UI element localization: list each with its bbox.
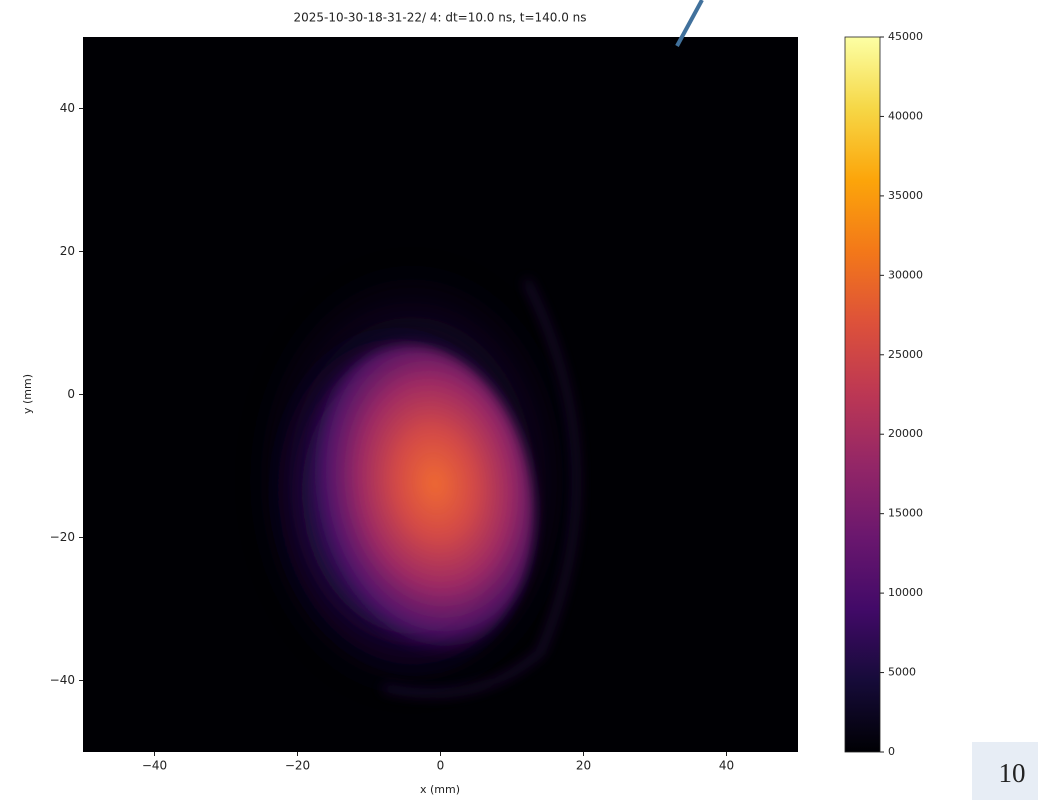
pointer-arrow [675, 0, 704, 47]
colorbar-tick-label: 45000 [888, 30, 923, 43]
x-tick-label: −40 [142, 759, 167, 773]
colorbar-tick-label: 10000 [888, 586, 923, 599]
x-axis-label: x (mm) [420, 783, 460, 796]
beam-core [303, 345, 535, 659]
colorbar-tick-label: 15000 [888, 507, 923, 520]
colorbar-tick-label: 20000 [888, 427, 923, 440]
colorbar-tick-label: 0 [888, 745, 895, 758]
y-tick-label: 0 [67, 387, 75, 401]
x-tick-label: −20 [285, 759, 310, 773]
beam-spot [240, 251, 584, 710]
colorbar [844, 36, 881, 753]
y-axis-label: y (mm) [21, 374, 34, 414]
chart-title: 2025-10-30-18-31-22/ 4: dt=10.0 ns, t=14… [293, 11, 586, 25]
page-number-box [972, 742, 1038, 800]
colorbar-tick-label: 5000 [888, 666, 916, 679]
colorbar-tick-label: 25000 [888, 348, 923, 361]
colorbar-tick-label: 35000 [888, 189, 923, 202]
beam-ring [382, 278, 580, 696]
y-tick-label: 20 [60, 244, 75, 258]
y-tick-label: −20 [50, 530, 75, 544]
colorbar-tick-label: 40000 [888, 109, 923, 122]
page-number: 10 [999, 758, 1026, 788]
x-tick-label: 40 [719, 759, 734, 773]
y-tick-label: −40 [50, 673, 75, 687]
y-tick-label: 40 [60, 101, 75, 115]
x-tick-label: 20 [576, 759, 591, 773]
x-tick-label: 0 [437, 759, 445, 773]
colorbar-tick-label: 30000 [888, 268, 923, 281]
